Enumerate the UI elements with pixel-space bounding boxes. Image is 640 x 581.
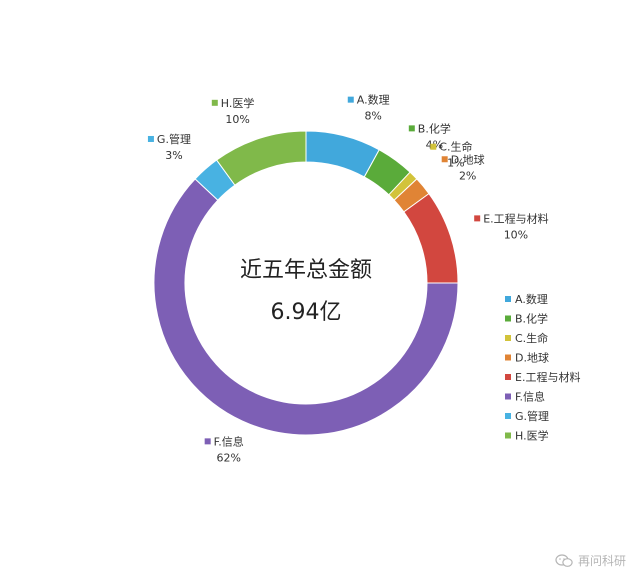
legend-label: C.生命 <box>515 331 548 345</box>
slice-label: D.地球 2% <box>441 152 485 182</box>
legend-label: G.管理 <box>515 409 549 423</box>
legend-label: E.工程与材料 <box>515 370 580 384</box>
legend-swatch <box>505 354 511 361</box>
slice-label-name: H.医学 <box>221 96 255 110</box>
watermark-text: 再问科研 <box>577 554 626 568</box>
watermark: 再问科研 <box>555 552 626 569</box>
slice-label-percent: 62% <box>216 451 240 464</box>
slice-label-name: B.化学 <box>418 121 451 135</box>
legend-swatch <box>505 374 511 380</box>
legend: A.数理 B.化学 C.生命 D.地球 E.工程与材料 F.信息 G.管理 H.医学 <box>505 293 580 443</box>
slice-label-percent: 3% <box>165 149 182 162</box>
slice-label-marker <box>408 125 415 132</box>
donut-slice <box>403 192 459 284</box>
legend-item: D.地球 <box>505 351 549 365</box>
center-value: 6.94亿 <box>271 300 342 325</box>
slice-label-name: C.生命 <box>439 140 472 154</box>
legend-label: D.地球 <box>515 351 549 365</box>
donut-slices <box>153 130 459 436</box>
slice-label-marker <box>147 135 154 142</box>
slice-label: A.数理 8% <box>347 94 390 123</box>
slice-label-name: G.管理 <box>157 132 191 146</box>
slice-label-marker <box>211 99 218 106</box>
slice-label-percent: 10% <box>225 113 249 126</box>
legend-item: B.化学 <box>505 312 548 326</box>
donut-slice <box>215 130 307 186</box>
slice-label: F.信息 62% <box>204 434 244 464</box>
slice-label-marker <box>347 96 354 103</box>
legend-label: B.化学 <box>515 312 548 326</box>
slice-label-marker <box>441 156 448 163</box>
slice-label-name: A.数理 <box>357 94 390 107</box>
slice-label-marker <box>430 143 437 150</box>
slice-label-percent: 1% <box>447 157 464 170</box>
legend-item: E.工程与材料 <box>505 370 580 384</box>
slice-label-marker <box>474 215 481 222</box>
legend-item: H.医学 <box>505 429 549 443</box>
legend-item: A.数理 <box>505 293 548 306</box>
legend-item: G.管理 <box>505 409 549 423</box>
slice-label: C.生命 1% <box>430 140 472 170</box>
legend-swatch <box>505 413 511 419</box>
legend-label: A.数理 <box>515 293 548 306</box>
slice-label: G.管理 3% <box>147 132 191 162</box>
legend-item: F.信息 <box>505 390 545 404</box>
legend-swatch <box>505 315 511 322</box>
legend-swatch <box>505 432 511 439</box>
slice-label-percent: 2% <box>459 169 476 182</box>
slice-label: H.医学 10% <box>211 96 255 126</box>
legend-label: H.医学 <box>515 429 549 443</box>
slice-label-percent: 8% <box>364 110 381 123</box>
slice-label-name: E.工程与材料 <box>483 211 548 225</box>
center-title: 近五年总金额 <box>240 258 372 283</box>
slice-labels: A.数理8%B.化学4%C.生命1%D.地球2%E.工程与材料10%F.信息62… <box>147 94 549 464</box>
legend-item: C.生命 <box>505 331 548 345</box>
legend-swatch <box>505 296 511 302</box>
wechat-icon <box>555 553 573 567</box>
slice-label-percent: 10% <box>504 228 528 241</box>
legend-label: F.信息 <box>515 390 545 404</box>
slice-label-name: F.信息 <box>214 434 244 448</box>
slice-label-marker <box>204 438 211 445</box>
legend-swatch <box>505 393 511 400</box>
legend-swatch <box>505 335 511 341</box>
donut-slice <box>153 178 459 436</box>
slice-label: E.工程与材料 10% <box>474 211 549 241</box>
slice-label-name: D.地球 <box>451 152 485 166</box>
